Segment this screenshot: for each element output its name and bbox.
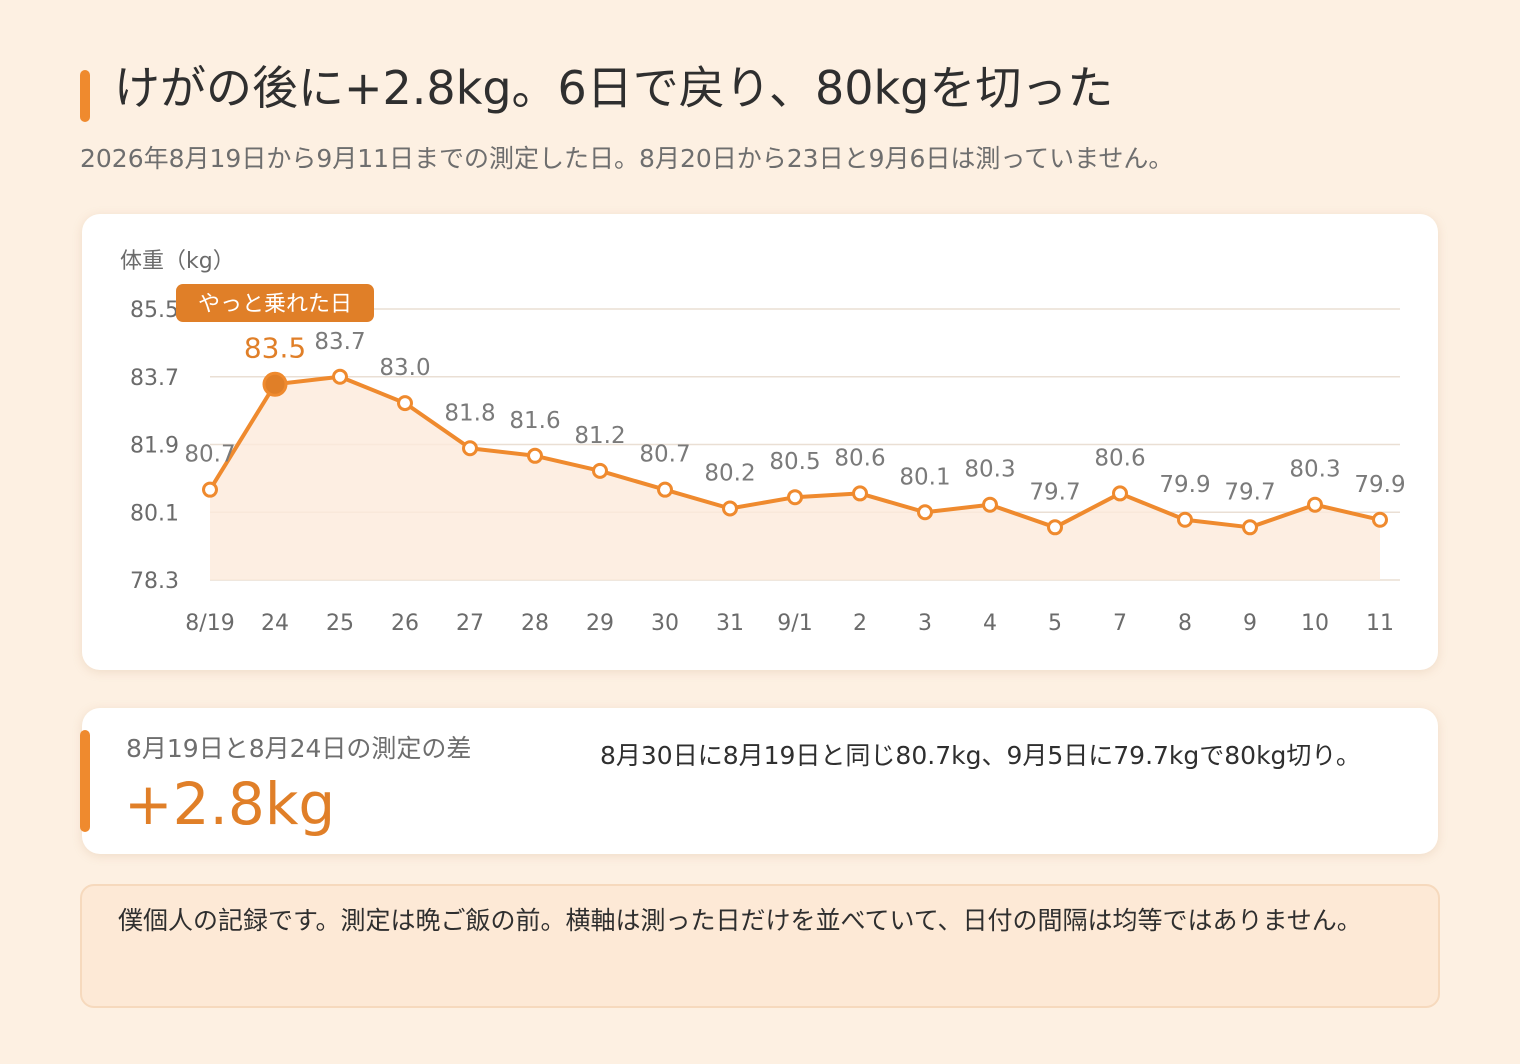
x-tick-label: 8 bbox=[1178, 611, 1192, 636]
data-label: 80.3 bbox=[964, 457, 1015, 483]
data-label: 80.6 bbox=[834, 445, 885, 471]
x-tick-label: 8/19 bbox=[185, 611, 234, 636]
data-point bbox=[1177, 511, 1193, 528]
highlight-data-point bbox=[262, 371, 288, 397]
x-tick-label: 9/1 bbox=[777, 611, 812, 636]
x-tick-label: 2 bbox=[853, 611, 867, 636]
data-label: 81.6 bbox=[509, 408, 560, 434]
page-title: けがの後に+2.8kg。6日で戻り、80kgを切った bbox=[114, 61, 1114, 115]
data-label: 83.7 bbox=[314, 329, 365, 355]
annotation-badge-bg bbox=[176, 284, 374, 322]
data-label: 80.5 bbox=[769, 449, 820, 475]
data-label: 79.9 bbox=[1159, 472, 1210, 498]
data-label: 79.7 bbox=[1029, 479, 1080, 505]
data-label: 79.7 bbox=[1224, 479, 1275, 505]
x-tick-label: 11 bbox=[1366, 611, 1394, 636]
x-tick-label: 10 bbox=[1301, 611, 1329, 636]
difference-label: 8月19日と8月24日の測定の差 bbox=[126, 734, 472, 763]
data-label: 80.1 bbox=[899, 464, 950, 490]
x-tick-label: 26 bbox=[391, 611, 419, 636]
data-point bbox=[787, 489, 803, 506]
y-tick-label: 83.7 bbox=[130, 366, 179, 391]
data-label: 80.6 bbox=[1094, 445, 1145, 471]
data-point bbox=[397, 395, 413, 412]
footnote-box: 僕個人の記録です。測定は晩ご飯の前。横軸は測った日だけを並べていて、日付の間隔は… bbox=[80, 884, 1440, 1008]
annotation-label: やっと乗れた日 bbox=[198, 292, 352, 317]
x-tick-label: 28 bbox=[521, 611, 549, 636]
data-point bbox=[332, 368, 348, 385]
data-point bbox=[592, 462, 608, 479]
highlight-data-label: 83.5 bbox=[244, 331, 306, 364]
data-label: 80.7 bbox=[639, 442, 690, 468]
y-tick-label: 85.5 bbox=[130, 298, 179, 323]
x-tick-label: 30 bbox=[651, 611, 679, 636]
page-subtitle: 2026年8月19日から9月11日までの測定した日。8月20日から23日と9月6… bbox=[80, 144, 1174, 173]
difference-note: 8月30日に8月19日と同じ80.7kg、9月5日に79.7kgで80kg切り。 bbox=[600, 741, 1361, 770]
y-tick-label: 80.1 bbox=[130, 501, 179, 526]
data-point bbox=[1047, 519, 1063, 536]
x-tick-label: 29 bbox=[586, 611, 614, 636]
y-tick-label: 81.9 bbox=[130, 434, 179, 459]
data-point bbox=[1112, 485, 1128, 502]
data-point bbox=[1307, 496, 1323, 513]
x-tick-label: 27 bbox=[456, 611, 484, 636]
data-point bbox=[527, 447, 543, 464]
data-label: 81.2 bbox=[574, 423, 625, 449]
y-axis-title: 体重（kg） bbox=[120, 249, 235, 274]
area-fill bbox=[210, 376, 1380, 580]
data-point bbox=[1242, 519, 1258, 536]
data-label: 80.2 bbox=[704, 460, 755, 486]
footnote-text: 僕個人の記録です。測定は晩ご飯の前。横軸は測った日だけを並べていて、日付の間隔は… bbox=[118, 906, 1362, 935]
difference-accent-bar bbox=[80, 730, 90, 832]
data-label: 81.8 bbox=[444, 400, 495, 426]
data-point bbox=[462, 440, 478, 457]
data-label: 80.3 bbox=[1289, 457, 1340, 483]
x-tick-label: 5 bbox=[1048, 611, 1062, 636]
difference-value: +2.8kg bbox=[124, 770, 336, 838]
x-tick-label: 24 bbox=[261, 611, 289, 636]
data-label: 83.0 bbox=[379, 355, 430, 381]
chart-card: 体重（kg） 85.5 83.7 81.9 80.1 78.3 80.7 83.5 83.7… bbox=[82, 214, 1438, 670]
data-point bbox=[1372, 511, 1388, 528]
data-point bbox=[202, 481, 218, 498]
weight-line-chart: 体重（kg） 85.5 83.7 81.9 80.1 78.3 80.7 83.5 83.7… bbox=[120, 249, 1406, 636]
x-tick-label: 4 bbox=[983, 611, 997, 636]
x-tick-label: 31 bbox=[716, 611, 744, 636]
data-point bbox=[917, 504, 933, 521]
y-tick-label: 78.3 bbox=[130, 569, 179, 594]
title-accent-bar bbox=[80, 70, 90, 122]
difference-card: 8月19日と8月24日の測定の差 +2.8kg 8月30日に8月19日と同じ80… bbox=[82, 708, 1438, 854]
x-tick-label: 9 bbox=[1243, 611, 1257, 636]
data-label: 80.7 bbox=[184, 442, 235, 468]
data-label: 79.9 bbox=[1354, 472, 1405, 498]
data-point bbox=[982, 496, 998, 513]
x-tick-label: 7 bbox=[1113, 611, 1127, 636]
data-point bbox=[852, 485, 868, 502]
annotation-badge: やっと乗れた日 bbox=[176, 284, 374, 322]
x-tick-label: 25 bbox=[326, 611, 354, 636]
data-point bbox=[657, 481, 673, 498]
data-point bbox=[722, 500, 738, 517]
x-tick-label: 3 bbox=[918, 611, 932, 636]
